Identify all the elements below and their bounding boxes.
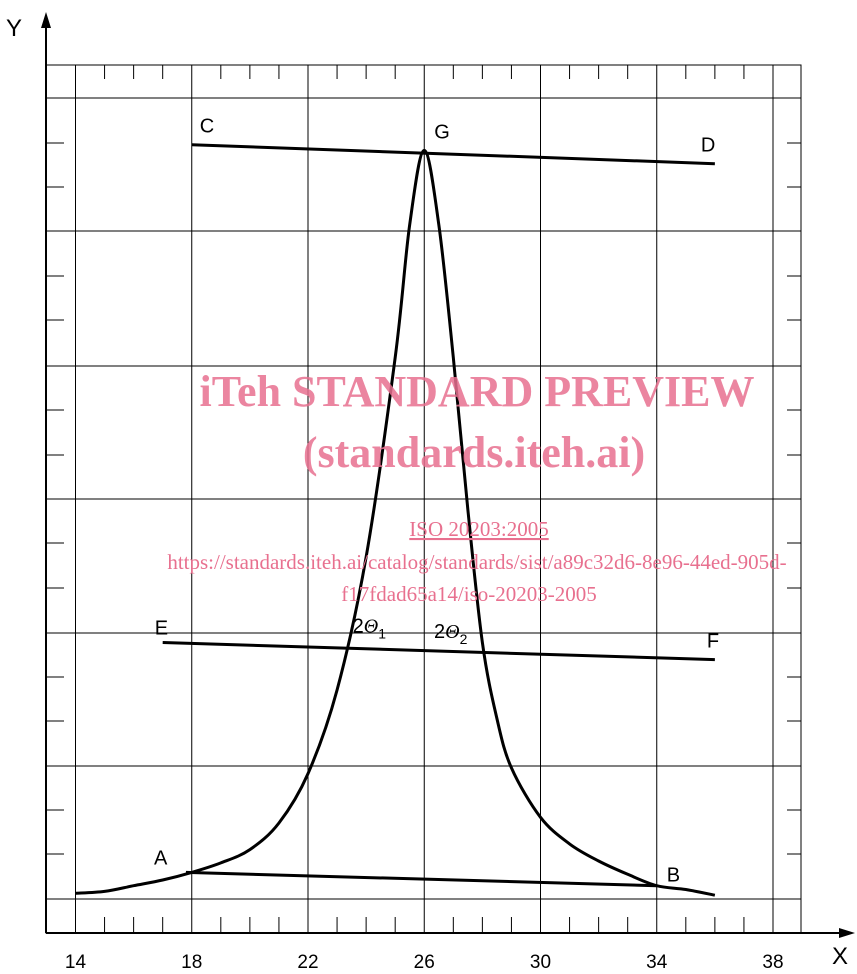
x-tick-label: 14 [65,952,87,973]
point-label-f: F [707,631,719,653]
x-tick-label: 22 [297,952,318,973]
baseline-ef [162,641,715,662]
point-label-g: G [434,121,450,143]
point-label-b: B [667,865,680,887]
theta-label-2: 2Θ2 [434,621,468,647]
x-axis-arrow [839,928,855,938]
watermark-line5: f17fdad65a14/iso-20203-2005 [341,582,596,606]
baseline-cd [191,143,715,166]
baselines [162,143,715,888]
point-label-d: D [701,135,715,157]
x-tick-label: 34 [646,952,668,973]
grid [45,64,802,934]
watermark-line2: (standards.iteh.ai) [303,428,645,477]
x-tick-label: 38 [762,952,783,973]
series-line [75,148,716,897]
point-label-e: E [155,618,168,640]
y-axis-arrow [41,12,51,28]
watermark-line3: ISO 20203:2005 [409,517,548,541]
point-label-c: C [200,116,214,138]
x-tick-label: 18 [181,952,202,973]
series [75,148,716,897]
watermark: iTeh STANDARD PREVIEW (standards.iteh.ai… [167,367,786,606]
baseline-ab [185,870,657,888]
x-axis-title: X [832,943,848,970]
x-tick-label: 26 [414,952,435,973]
axes [41,12,855,938]
watermark-line1: iTeh STANDARD PREVIEW [200,367,755,416]
x-tick-label: 30 [530,952,551,973]
point-labels: A B C D E F G [154,116,719,887]
y-axis-title: Y [6,15,22,42]
theta-labels: 2Θ1 2Θ2 [353,615,468,647]
x-ticks: 14 18 22 26 30 34 38 [65,952,784,973]
point-label-a: A [154,847,168,869]
watermark-line4: https://standards.iteh.ai/catalog/standa… [167,550,786,574]
theta-label-1: 2Θ1 [353,615,387,641]
